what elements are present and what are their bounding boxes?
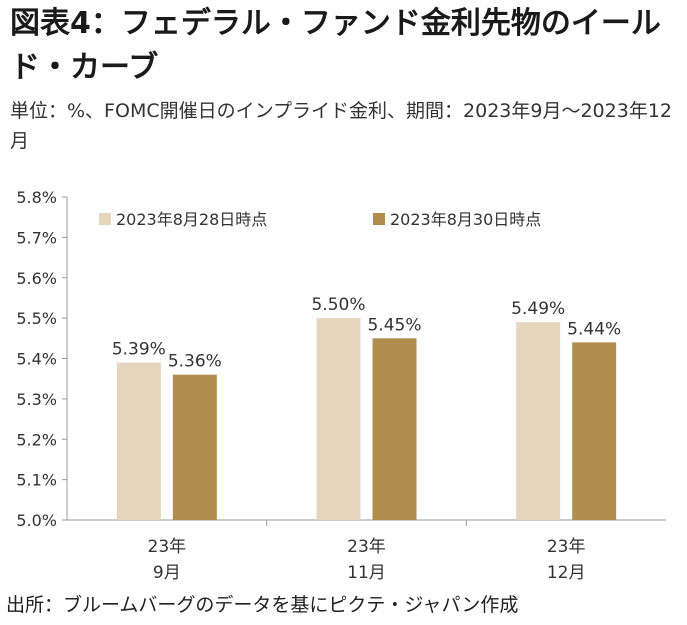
data-label: 5.49% bbox=[511, 299, 565, 319]
source-note: 出所：ブルームバーグのデータを基にピクテ・ジャパン作成 bbox=[6, 594, 519, 616]
bar-2-1 bbox=[172, 374, 217, 520]
data-label: 5.44% bbox=[567, 319, 621, 339]
y-tick-label: 5.5% bbox=[16, 309, 57, 328]
y-tick-label: 5.1% bbox=[16, 471, 57, 490]
x-category-label-month: 12月 bbox=[547, 563, 586, 583]
data-label: 5.45% bbox=[367, 315, 421, 335]
y-tick-label: 5.3% bbox=[16, 390, 57, 409]
data-label: 5.36% bbox=[168, 352, 222, 372]
y-tick-label: 5.8% bbox=[16, 188, 57, 207]
data-label: 5.39% bbox=[112, 340, 166, 360]
chart-subtitle: 単位：%、FOMC開催日のインプライド金利、期間：2023年9月～2023年12… bbox=[10, 100, 673, 152]
bar-1-2 bbox=[316, 318, 361, 520]
y-tick-label: 5.2% bbox=[16, 430, 57, 449]
y-tick-label: 5.7% bbox=[16, 228, 57, 247]
legend-swatch-2 bbox=[373, 213, 385, 225]
bar-2-2 bbox=[372, 338, 417, 520]
data-label: 5.50% bbox=[311, 295, 365, 315]
x-category-label-year: 23年 bbox=[347, 537, 386, 557]
legend-label-1: 2023年8月28日時点 bbox=[116, 210, 267, 229]
y-tick-label: 5.6% bbox=[16, 269, 57, 288]
bar-2-3 bbox=[572, 342, 617, 520]
x-category-label-year: 23年 bbox=[547, 537, 586, 557]
x-category-label-month: 11月 bbox=[347, 563, 386, 583]
legend-swatch-1 bbox=[99, 213, 111, 225]
bar-1-1 bbox=[116, 362, 161, 520]
x-category-label-month: 9月 bbox=[153, 563, 181, 583]
bar-chart: 5.0% 5.1% 5.2% 5.3% 5.4% 5.5% 5.6% 5.7% 5.8% 5.39… bbox=[16, 188, 666, 583]
bar-1-3 bbox=[516, 322, 561, 520]
x-category-label-year: 23年 bbox=[148, 537, 187, 557]
chart-title: 図表4：フェデラル・ファンド金利先物のイールド・カーブ bbox=[10, 6, 661, 85]
legend-label-2: 2023年8月30日時点 bbox=[390, 210, 541, 229]
y-tick-label: 5.0% bbox=[16, 511, 57, 530]
y-tick-label: 5.4% bbox=[16, 350, 57, 369]
